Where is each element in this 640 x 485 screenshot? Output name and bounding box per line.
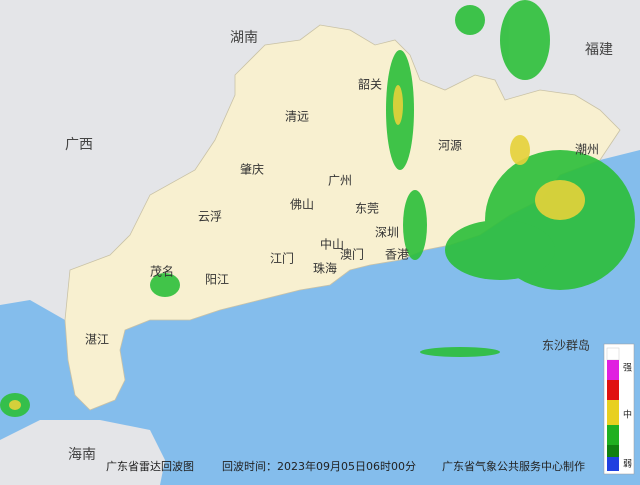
legend-label: 强	[623, 363, 632, 374]
footer-credit: 广东省气象公共服务中心制作	[442, 459, 585, 473]
footer-time: 回波时间：2023年09月05日06时00分	[222, 459, 416, 473]
legend-label: 弱	[623, 459, 632, 470]
place-label: 东沙群岛	[542, 338, 590, 353]
place-label: 湛江	[85, 333, 109, 347]
legend: 强 中 弱	[603, 343, 635, 475]
place-label: 清远	[285, 110, 309, 124]
place-label: 云浮	[198, 210, 222, 224]
place-label: 阳江	[205, 273, 229, 287]
radar-echo-strong	[9, 85, 585, 410]
place-label: 中山	[320, 237, 344, 252]
place-label: 澳门	[340, 247, 364, 262]
footer-title: 广东省雷达回波图	[106, 460, 194, 473]
place-label: 茂名	[150, 264, 174, 279]
place-label: 广西	[65, 137, 93, 153]
place-label: 东莞	[355, 202, 379, 216]
place-label: 广州	[328, 174, 352, 188]
place-label: 珠海	[313, 261, 337, 276]
hainan-land	[0, 420, 165, 485]
place-label: 香港	[385, 248, 409, 262]
place-label: 潮州	[575, 142, 599, 157]
sea	[0, 150, 640, 485]
place-label: 河源	[438, 139, 462, 153]
place-label: 江门	[270, 251, 294, 266]
legend-label: 中	[623, 409, 632, 421]
place-label: 韶关	[358, 77, 382, 92]
place-label: 湖南	[230, 30, 258, 46]
place-label: 肇庆	[240, 162, 264, 177]
place-label: 佛山	[290, 198, 314, 212]
place-label: 海南	[68, 447, 96, 463]
place-label: 福建	[585, 42, 613, 58]
guangdong-land	[64, 24, 621, 411]
place-label: 深圳	[375, 226, 399, 240]
